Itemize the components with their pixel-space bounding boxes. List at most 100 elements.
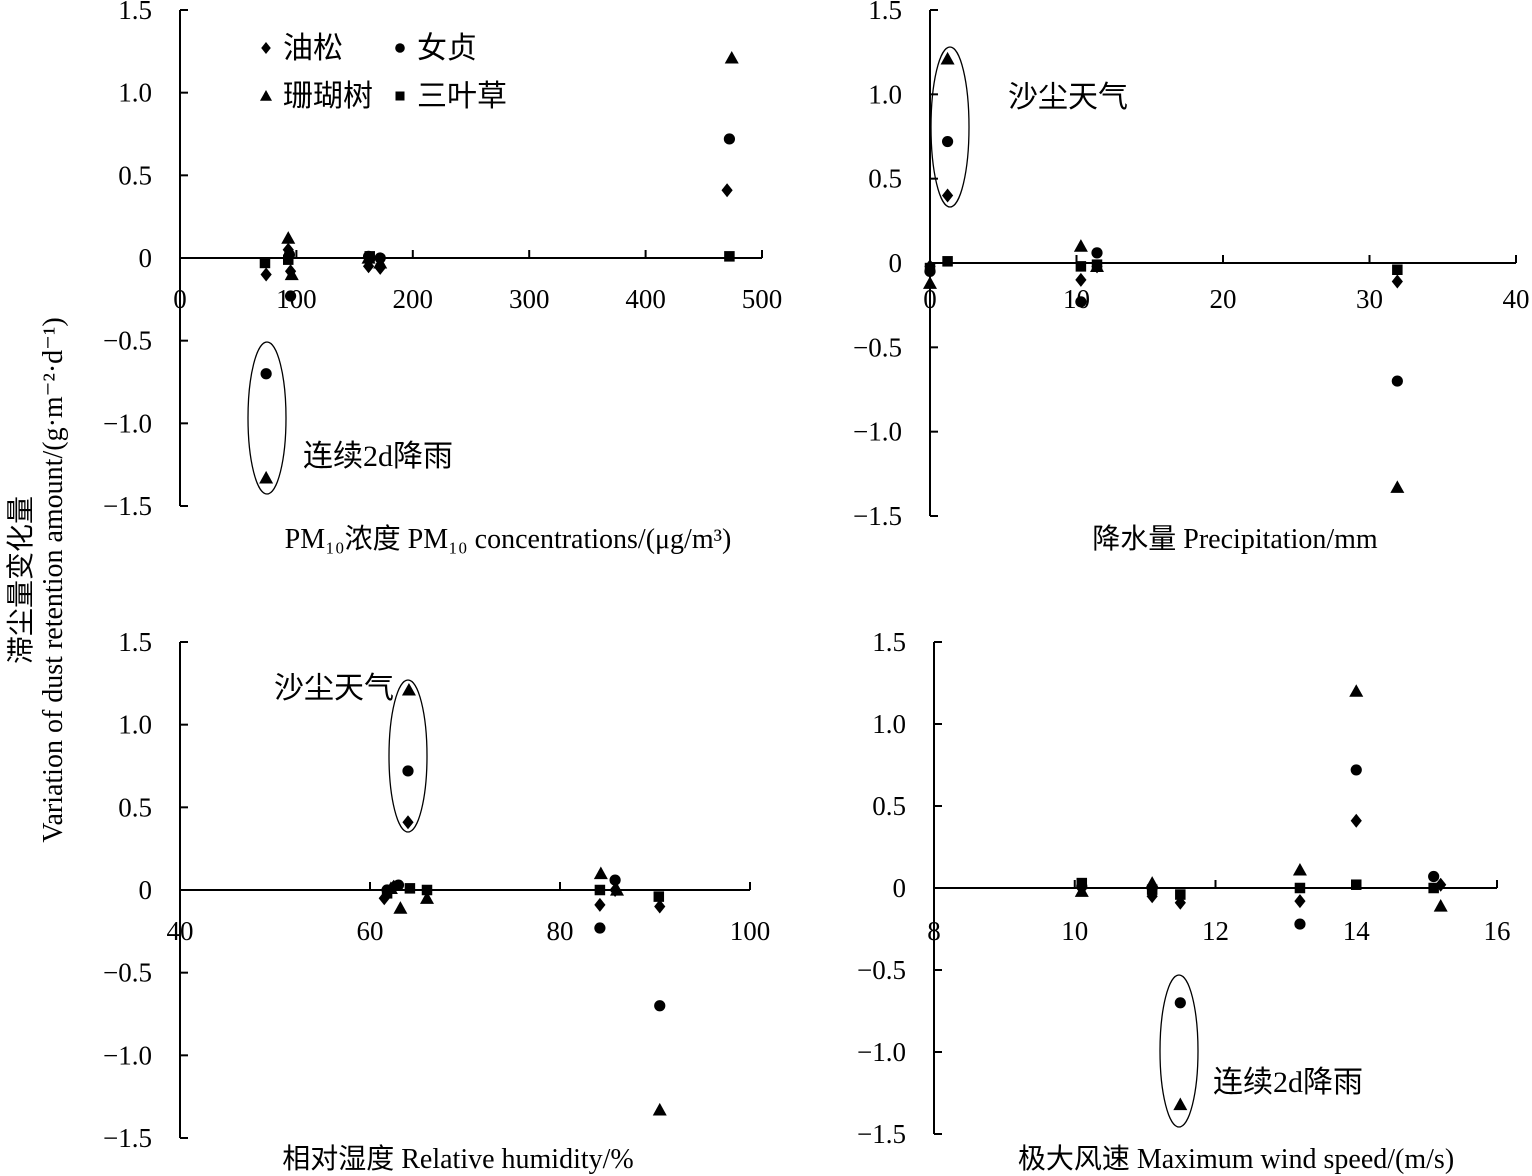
x-tick-label: 20 bbox=[1210, 284, 1237, 314]
data-point-triangle bbox=[923, 276, 937, 289]
data-point-diamond bbox=[260, 267, 272, 282]
data-point-square bbox=[1076, 877, 1088, 889]
x-tick-label: 16 bbox=[1484, 916, 1511, 946]
data-point-square bbox=[404, 883, 416, 894]
y-tick-label: −0.5 bbox=[103, 958, 152, 988]
annotation-label: 连续2d降雨 bbox=[1213, 1066, 1363, 1099]
y-tick-label: −1.5 bbox=[857, 1119, 906, 1149]
x-axis-label: PM₁₀浓度 PM₁₀ concentrations/(μg/m³) bbox=[285, 523, 732, 555]
legend-item: 三叶草 bbox=[395, 80, 507, 113]
legend-label: 油松 bbox=[283, 32, 343, 65]
y-tick-label: 1.0 bbox=[118, 710, 152, 740]
y-tick-label: −0.5 bbox=[857, 955, 906, 985]
data-point-triangle bbox=[259, 470, 274, 484]
data-point-circle bbox=[284, 290, 297, 302]
x-axis-label: 降水量 Precipitation/mm bbox=[1092, 523, 1378, 555]
y-tick-label: −1.0 bbox=[853, 417, 902, 447]
data-point-square bbox=[283, 254, 294, 265]
chart-panel-3: 1.5 1.0 0.5 0 −0.5 −1.0 −1.5 40 60 80 100 相对湿度 Rela… bbox=[103, 627, 770, 1175]
x-tick-label: 0 bbox=[173, 284, 187, 314]
data-point-triangle bbox=[393, 901, 408, 914]
data-point-circle bbox=[1294, 918, 1306, 930]
y-tick-label: 1.5 bbox=[872, 627, 906, 657]
chart-panel-4: 1.5 1.0 0.5 0 −0.5 −1.0 −1.5 8 10 12 14 16 极大风速 Maxi… bbox=[857, 627, 1510, 1175]
y-tick-label: −1.0 bbox=[857, 1037, 906, 1067]
data-point-square bbox=[1392, 264, 1403, 275]
legend-item: 女贞 bbox=[395, 32, 477, 65]
data-point-triangle bbox=[1073, 239, 1088, 252]
y-tick-label: −1.0 bbox=[103, 408, 152, 438]
x-tick-label: 500 bbox=[742, 284, 783, 314]
data-point-triangle bbox=[940, 51, 955, 65]
data-point-circle bbox=[654, 1000, 666, 1012]
y-tick-label: 1.5 bbox=[868, 0, 902, 25]
data-point-diamond bbox=[594, 897, 606, 912]
x-tick-label: 10 bbox=[1061, 916, 1088, 946]
data-point-square bbox=[381, 888, 393, 899]
y-tick-label: 0.5 bbox=[118, 160, 152, 190]
data-point-circle bbox=[260, 368, 272, 380]
annotation-ellipse bbox=[1159, 974, 1199, 1128]
y-tick-label: 0 bbox=[139, 243, 153, 273]
data-point-square bbox=[1146, 884, 1158, 895]
y-tick-label: 0.5 bbox=[118, 792, 152, 822]
legend-label: 珊瑚树 bbox=[283, 80, 373, 113]
data-point-diamond bbox=[654, 899, 666, 914]
data-point-square bbox=[421, 884, 433, 896]
legend-marker-triangle bbox=[260, 90, 272, 101]
x-tick-label: 100 bbox=[276, 284, 317, 314]
legend-item: 油松 bbox=[261, 32, 343, 65]
chart-panel-1: 1.5 1.0 0.5 0 −0.5 −1.0 −1.5 0 100 200 300 400 500 PM… bbox=[103, 0, 782, 555]
data-point-square bbox=[1351, 879, 1362, 890]
data-point-triangle bbox=[1433, 899, 1448, 912]
chart-panels: 1.51.00.50−0.5−1.0−1.50 100 200 300 400 500PM… bbox=[103, 0, 1529, 1175]
data-point-square bbox=[942, 256, 953, 267]
legend-label: 女贞 bbox=[417, 32, 477, 65]
legend-item: 珊瑚树 bbox=[260, 80, 373, 113]
data-point-circle bbox=[1350, 764, 1362, 776]
data-point-circle bbox=[402, 765, 414, 777]
y-tick-label: 1.5 bbox=[118, 627, 152, 657]
data-point-triangle bbox=[1390, 480, 1405, 493]
data-point-circle bbox=[1428, 870, 1440, 883]
data-point-triangle bbox=[281, 231, 296, 244]
data-point-square bbox=[1294, 882, 1306, 894]
y-tick-label: −1.5 bbox=[103, 1123, 152, 1153]
y-tick-label: 0.5 bbox=[868, 164, 902, 194]
data-point-circle bbox=[1174, 997, 1186, 1009]
x-tick-label: 14 bbox=[1343, 916, 1371, 946]
annotation-ellipse bbox=[930, 46, 970, 208]
x-tick-label: 0 bbox=[923, 284, 937, 314]
x-tick-label: 400 bbox=[625, 284, 666, 314]
y-tick-label: −1.5 bbox=[103, 491, 152, 521]
y-tick-label: 0 bbox=[893, 873, 907, 903]
data-point-triangle bbox=[373, 255, 388, 269]
y-tick-label: 0 bbox=[139, 875, 153, 905]
data-point-square bbox=[1175, 889, 1186, 900]
data-point-square bbox=[724, 251, 735, 262]
data-point-triangle bbox=[724, 50, 739, 64]
y-tick-label: −0.5 bbox=[103, 326, 152, 356]
y-axis-label-en: Variation of dust retention amount/(g·m⁻… bbox=[38, 317, 69, 842]
y-tick-label: −0.5 bbox=[853, 332, 902, 362]
x-axis-label: 极大风速 Maximum wind speed/(m/s) bbox=[1018, 1143, 1454, 1175]
data-point-triangle bbox=[593, 866, 608, 880]
x-tick-label: 100 bbox=[730, 916, 771, 946]
x-tick-label: 12 bbox=[1202, 916, 1229, 946]
data-point-diamond bbox=[1075, 272, 1087, 287]
data-point-circle bbox=[1391, 375, 1403, 387]
data-point-triangle bbox=[401, 682, 416, 696]
annotation-label: 沙尘天气 bbox=[1008, 81, 1128, 114]
data-point-diamond bbox=[1391, 274, 1403, 289]
data-point-diamond bbox=[941, 188, 954, 203]
data-point-triangle bbox=[1349, 684, 1364, 697]
y-tick-label: 0.5 bbox=[872, 791, 906, 821]
data-point-triangle bbox=[610, 883, 624, 896]
annotation-ellipse bbox=[247, 341, 287, 495]
annotation-label: 沙尘天气 bbox=[274, 672, 394, 705]
x-tick-label: 60 bbox=[357, 916, 384, 946]
data-point-diamond bbox=[1174, 895, 1186, 910]
x-tick-label: 300 bbox=[509, 284, 550, 314]
